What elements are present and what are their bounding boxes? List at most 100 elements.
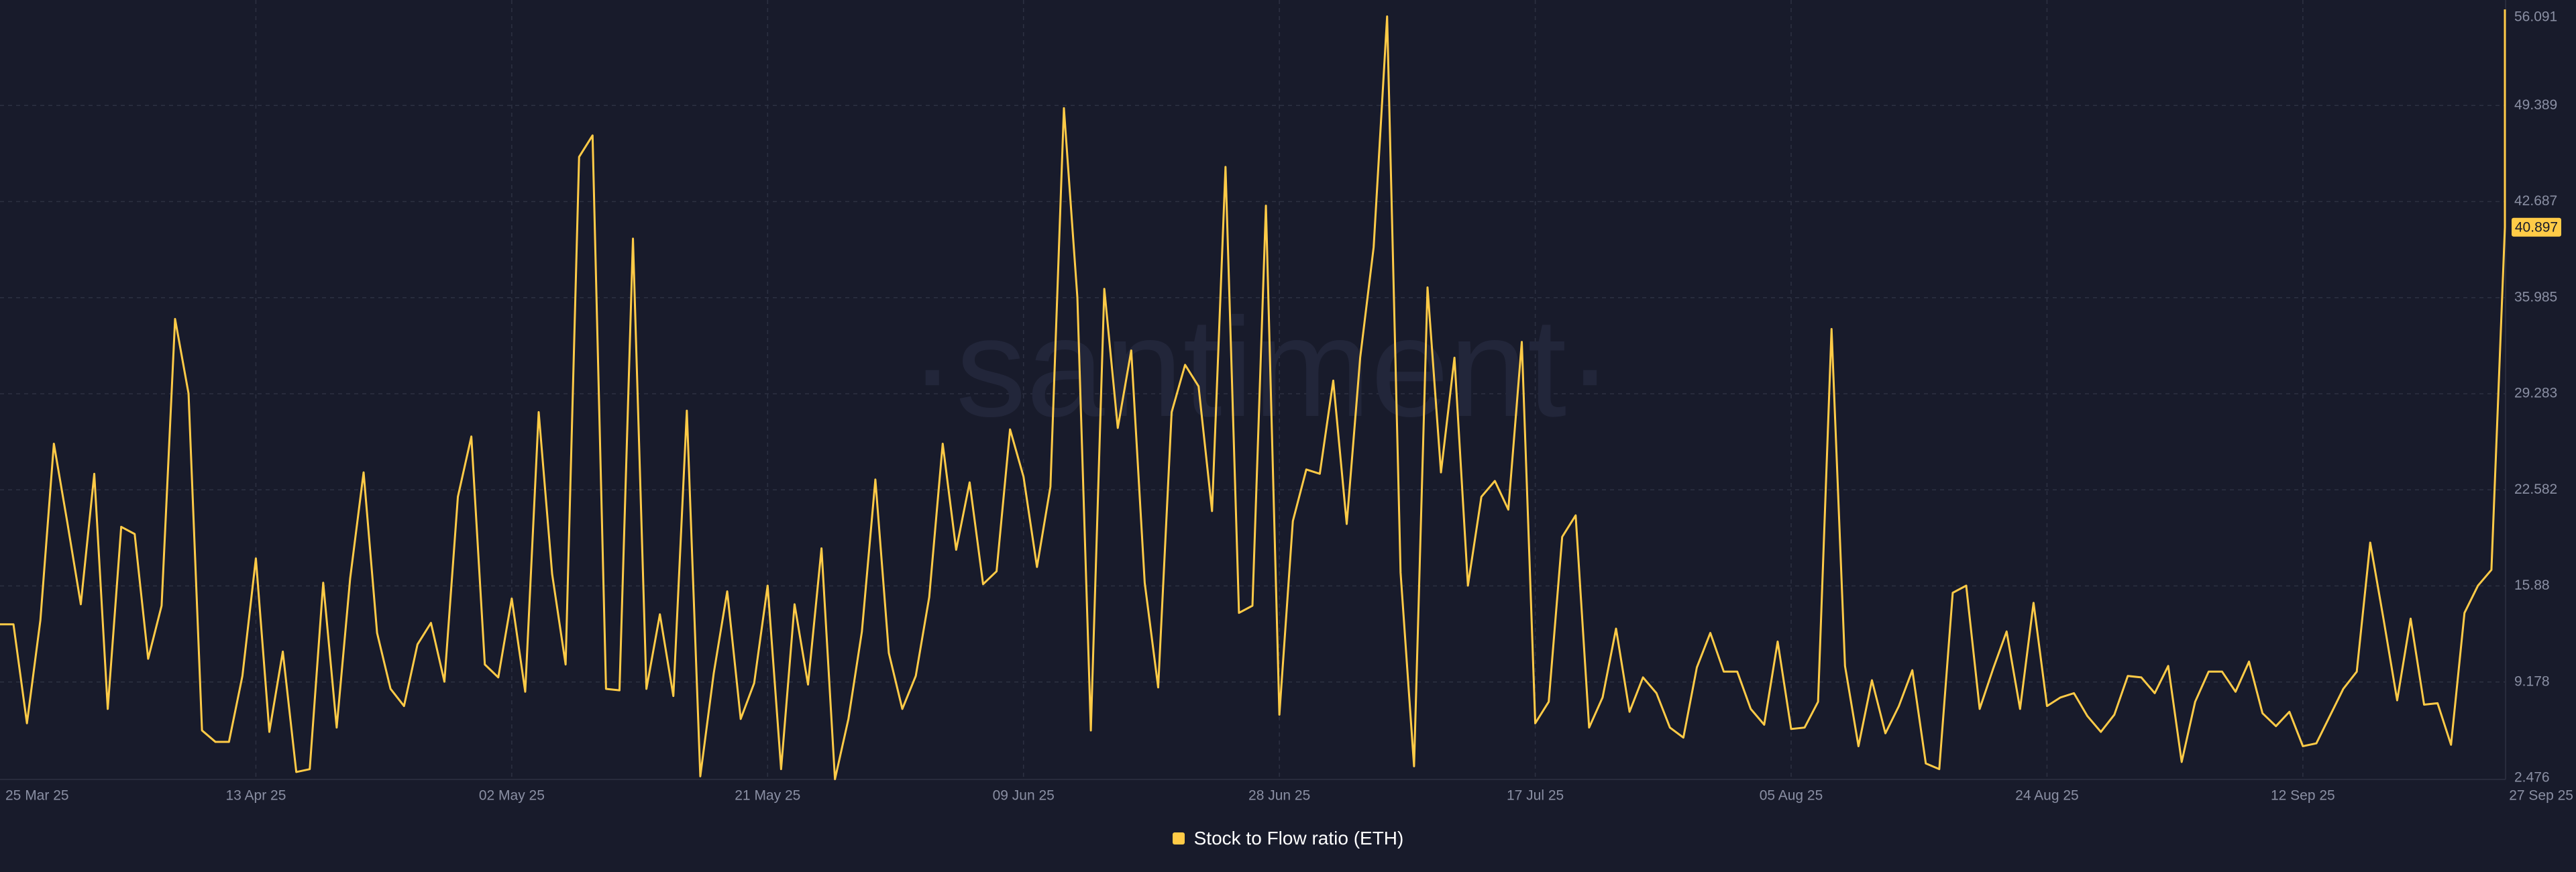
data-point[interactable] xyxy=(577,155,581,159)
data-point[interactable] xyxy=(1897,704,1901,708)
data-point[interactable] xyxy=(11,622,15,626)
data-point[interactable] xyxy=(981,582,985,586)
data-point[interactable] xyxy=(160,604,164,608)
data-point[interactable] xyxy=(2408,616,2412,620)
data-point[interactable] xyxy=(860,629,864,633)
data-point[interactable] xyxy=(415,643,419,647)
data-point[interactable] xyxy=(1964,584,1968,588)
data-point[interactable] xyxy=(1277,712,1281,716)
data-point[interactable] xyxy=(1412,764,1416,768)
data-point[interactable] xyxy=(227,740,231,744)
data-point[interactable] xyxy=(2314,741,2318,745)
data-point[interactable] xyxy=(779,767,783,771)
data-point[interactable] xyxy=(213,740,217,744)
data-point[interactable] xyxy=(1856,744,1860,748)
data-point[interactable] xyxy=(2368,541,2372,545)
data-point[interactable] xyxy=(321,581,325,585)
data-point[interactable] xyxy=(1884,731,1888,735)
data-point[interactable] xyxy=(483,663,487,667)
data-point[interactable] xyxy=(93,472,97,476)
data-point[interactable] xyxy=(348,576,352,580)
data-point[interactable] xyxy=(78,602,83,606)
data-point[interactable] xyxy=(820,546,824,550)
data-point[interactable] xyxy=(2045,704,2049,708)
data-point[interactable] xyxy=(712,671,716,675)
data-point[interactable] xyxy=(1142,581,1146,585)
data-point[interactable] xyxy=(146,657,150,661)
data-point[interactable] xyxy=(1345,522,1349,526)
data-point[interactable] xyxy=(2328,714,2332,718)
data-point[interactable] xyxy=(362,470,366,474)
data-point[interactable] xyxy=(1560,535,1564,539)
data-point[interactable] xyxy=(1991,667,1995,671)
data-point[interactable] xyxy=(927,595,931,599)
legend-label[interactable]: Stock to Flow ratio (ETH) xyxy=(1193,828,1404,849)
data-point[interactable] xyxy=(1709,631,1713,635)
data-point[interactable] xyxy=(2261,711,2265,715)
data-point[interactable] xyxy=(375,631,379,635)
data-point[interactable] xyxy=(2086,714,2090,718)
data-point[interactable] xyxy=(1735,669,1739,673)
data-point[interactable] xyxy=(2422,702,2426,706)
data-point[interactable] xyxy=(873,478,877,482)
data-point[interactable] xyxy=(1049,485,1053,489)
data-point[interactable] xyxy=(1722,669,1726,673)
data-point[interactable] xyxy=(2489,568,2493,572)
data-point[interactable] xyxy=(523,690,527,694)
data-point[interactable] xyxy=(967,480,971,484)
data-point[interactable] xyxy=(1372,246,1376,250)
data-point[interactable] xyxy=(1304,468,1308,472)
data-point[interactable] xyxy=(1695,665,1699,669)
data-point[interactable] xyxy=(1452,356,1456,360)
data-point[interactable] xyxy=(1035,565,1039,569)
data-point[interactable] xyxy=(2180,760,2184,764)
data-point[interactable] xyxy=(1762,722,1766,726)
data-point[interactable] xyxy=(2395,698,2399,702)
data-point[interactable] xyxy=(1574,513,1578,517)
data-point[interactable] xyxy=(1776,639,1780,643)
data-point[interactable] xyxy=(1102,287,1106,291)
data-point[interactable] xyxy=(725,590,729,594)
data-point[interactable] xyxy=(1520,340,1524,344)
data-point[interactable] xyxy=(65,521,69,525)
data-point[interactable] xyxy=(1506,508,1510,512)
data-point[interactable] xyxy=(1654,691,1658,695)
data-point[interactable] xyxy=(25,721,29,725)
data-point[interactable] xyxy=(765,584,769,588)
data-point[interactable] xyxy=(2072,691,2076,695)
data-point[interactable] xyxy=(2220,669,2224,673)
data-point[interactable] xyxy=(1439,470,1443,474)
data-point[interactable] xyxy=(2274,724,2278,728)
data-point[interactable] xyxy=(2449,743,2453,747)
data-point[interactable] xyxy=(792,602,796,606)
data-point[interactable] xyxy=(2018,707,2022,711)
data-point[interactable] xyxy=(456,495,460,499)
data-point[interactable] xyxy=(254,556,258,560)
data-point[interactable] xyxy=(294,770,299,774)
data-point[interactable] xyxy=(658,612,662,616)
data-point[interactable] xyxy=(1237,611,1241,615)
data-point[interactable] xyxy=(1534,721,1538,725)
data-point[interactable] xyxy=(1911,668,1915,672)
data-point[interactable] xyxy=(1843,664,1847,668)
data-point[interactable] xyxy=(685,408,689,413)
data-point[interactable] xyxy=(38,618,42,622)
data-point[interactable] xyxy=(739,717,743,721)
data-point[interactable] xyxy=(308,767,312,771)
data-point[interactable] xyxy=(1816,700,1820,704)
data-point[interactable] xyxy=(1749,707,1753,711)
data-point[interactable] xyxy=(914,674,918,678)
data-point[interactable] xyxy=(442,679,446,684)
data-point[interactable] xyxy=(2381,618,2385,622)
data-point[interactable] xyxy=(1978,707,1982,711)
data-point[interactable] xyxy=(550,572,554,576)
data-point[interactable] xyxy=(564,663,568,667)
data-point[interactable] xyxy=(1937,767,1941,771)
data-point[interactable] xyxy=(1668,726,1672,730)
data-point[interactable] xyxy=(1331,378,1335,382)
data-point[interactable] xyxy=(2436,701,2440,705)
data-point[interactable] xyxy=(119,525,123,529)
data-point[interactable] xyxy=(887,651,891,655)
data-point[interactable] xyxy=(388,687,392,691)
data-point[interactable] xyxy=(2355,669,2359,673)
